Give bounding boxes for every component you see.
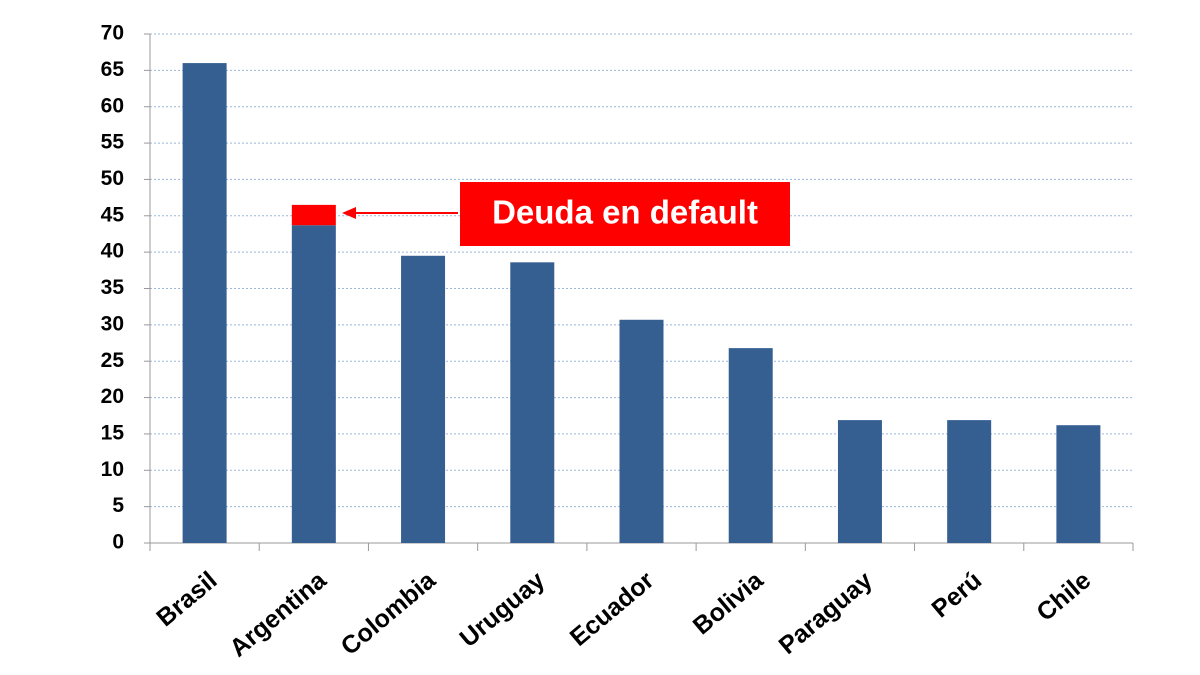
bar bbox=[1056, 425, 1101, 543]
x-tick-label: Colombia bbox=[336, 565, 442, 660]
y-tick-label: 30 bbox=[101, 312, 124, 335]
x-tick-label: Perú bbox=[926, 566, 987, 623]
y-tick-label: 35 bbox=[101, 276, 125, 299]
plot: 0 5 10 15 20 25 30 35 40 45 50 55 60 65 70 Brasil Argent… bbox=[101, 22, 1134, 663]
y-tick-label: 45 bbox=[101, 203, 125, 226]
y-tick-label: 5 bbox=[112, 494, 124, 517]
bar bbox=[947, 420, 992, 543]
y-tick-label: 10 bbox=[101, 458, 124, 481]
y-tick-label: 15 bbox=[101, 421, 125, 444]
bar bbox=[837, 420, 882, 543]
x-tick-label: Chile bbox=[1031, 566, 1096, 627]
bar bbox=[291, 204, 336, 226]
x-tick-label: Paraguay bbox=[774, 566, 878, 660]
annotation: Deuda en default bbox=[492, 194, 758, 231]
y-tick-label: 65 bbox=[101, 58, 125, 81]
x-tick-label: Argentina bbox=[224, 565, 332, 662]
x-tick-label: Brasil bbox=[151, 566, 222, 632]
bar bbox=[619, 319, 664, 543]
bar bbox=[728, 348, 773, 543]
y-tick-label: 20 bbox=[101, 385, 124, 408]
x-tick-label: Ecuador bbox=[565, 566, 660, 652]
y-tick-label: 50 bbox=[101, 167, 124, 190]
y-tick-label: 70 bbox=[101, 22, 124, 45]
bar bbox=[182, 63, 227, 543]
y-tick-label: 0 bbox=[112, 531, 124, 554]
y-tick-label: 25 bbox=[101, 349, 125, 372]
annotation-arrowhead bbox=[342, 207, 356, 219]
y-tick-label: 40 bbox=[101, 240, 124, 263]
bar bbox=[291, 225, 336, 543]
bar bbox=[401, 255, 446, 543]
annotation-box bbox=[460, 182, 790, 246]
x-tick-label: Uruguay bbox=[454, 566, 550, 653]
bar bbox=[510, 262, 555, 543]
y-tick-label: 60 bbox=[101, 94, 124, 117]
y-tick-label: 55 bbox=[101, 131, 125, 154]
x-tick-label: Bolivia bbox=[688, 565, 770, 640]
